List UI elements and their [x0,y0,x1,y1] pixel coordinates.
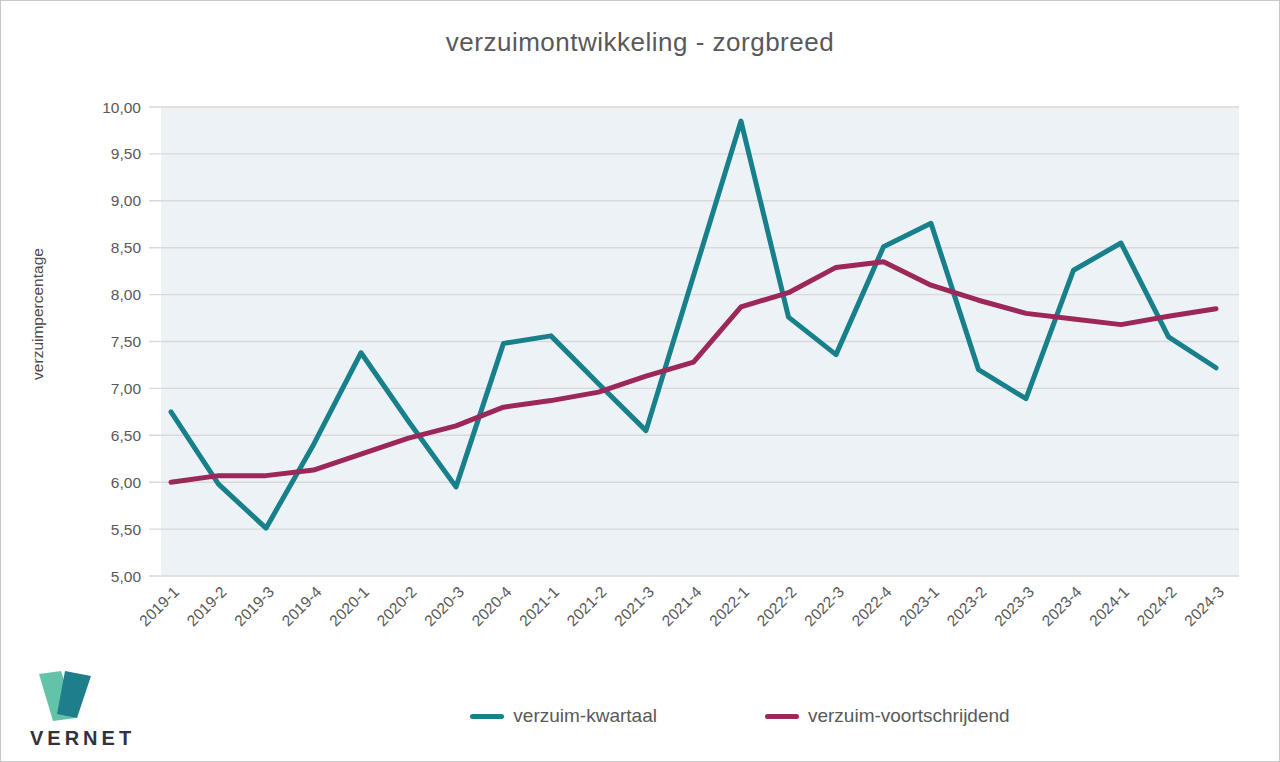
x-tick-label: 2022-2 [753,583,799,629]
chart-legend: verzuim-kwartaal verzuim-voortschrijdend [101,705,1280,727]
y-tick-label: 8,00 [111,286,142,303]
x-tick-label: 2021-3 [611,583,657,629]
y-tick-label: 8,50 [111,239,142,256]
x-tick-label: 2024-3 [1181,583,1227,629]
y-tick-label: 9,50 [111,145,142,162]
legend-label: verzuim-voortschrijdend [808,705,1010,727]
x-tick-label: 2024-1 [1086,583,1132,629]
y-tick-label: 5,50 [111,521,142,538]
x-tick-label: 2020-1 [326,583,372,629]
x-tick-label: 2024-2 [1133,583,1179,629]
y-tick-label: 7,50 [111,333,142,350]
y-tick-label: 7,00 [111,380,142,397]
x-tick-label: 2022-1 [706,583,752,629]
line-chart-plot: verzuimpercentage 10,00 9,50 9,00 8,50 8,00 7… [1,1,1280,701]
y-tick-label: 6,50 [111,427,142,444]
x-tick-label: 2023-4 [1038,583,1084,629]
x-tick-label: 2019-2 [183,583,229,629]
x-tick-label: 2021-2 [563,583,609,629]
x-tick-label: 2021-1 [516,583,562,629]
x-tick-label: 2023-1 [896,583,942,629]
x-tick-label: 2019-4 [278,583,324,629]
chart-canvas: verzuimontwikkeling - zorgbreed verzuimp… [0,0,1280,762]
x-tick-label: 2023-3 [991,583,1037,629]
vernet-wordmark: VERNET [27,727,147,750]
y-tick-label: 10,00 [102,99,141,116]
x-tick-label: 2021-4 [658,583,704,629]
x-tick-label: 2020-2 [373,583,419,629]
legend-item-verzuim-kwartaal: verzuim-kwartaal [470,705,657,727]
vernet-logo-mark [27,653,137,721]
legend-line-swatch-teal [470,714,504,719]
x-tick-label: 2020-3 [421,583,467,629]
vernet-logo: VERNET [27,653,147,750]
x-tick-label: 2022-4 [848,583,894,629]
x-tick-label: 2022-3 [801,583,847,629]
y-tick-label: 6,00 [111,474,142,491]
x-tick-label: 2019-3 [231,583,277,629]
y-tick-label: 5,00 [111,568,142,585]
x-tick-label: 2020-4 [468,583,514,629]
legend-line-swatch-maroon [765,714,799,719]
legend-label: verzuim-kwartaal [513,705,657,727]
y-axis-title: verzuimpercentage [29,248,46,380]
x-tick-label: 2019-1 [136,583,182,629]
legend-item-verzuim-voortschrijdend: verzuim-voortschrijdend [765,705,1010,727]
y-tick-label: 9,00 [111,192,142,209]
x-tick-label: 2023-2 [943,583,989,629]
